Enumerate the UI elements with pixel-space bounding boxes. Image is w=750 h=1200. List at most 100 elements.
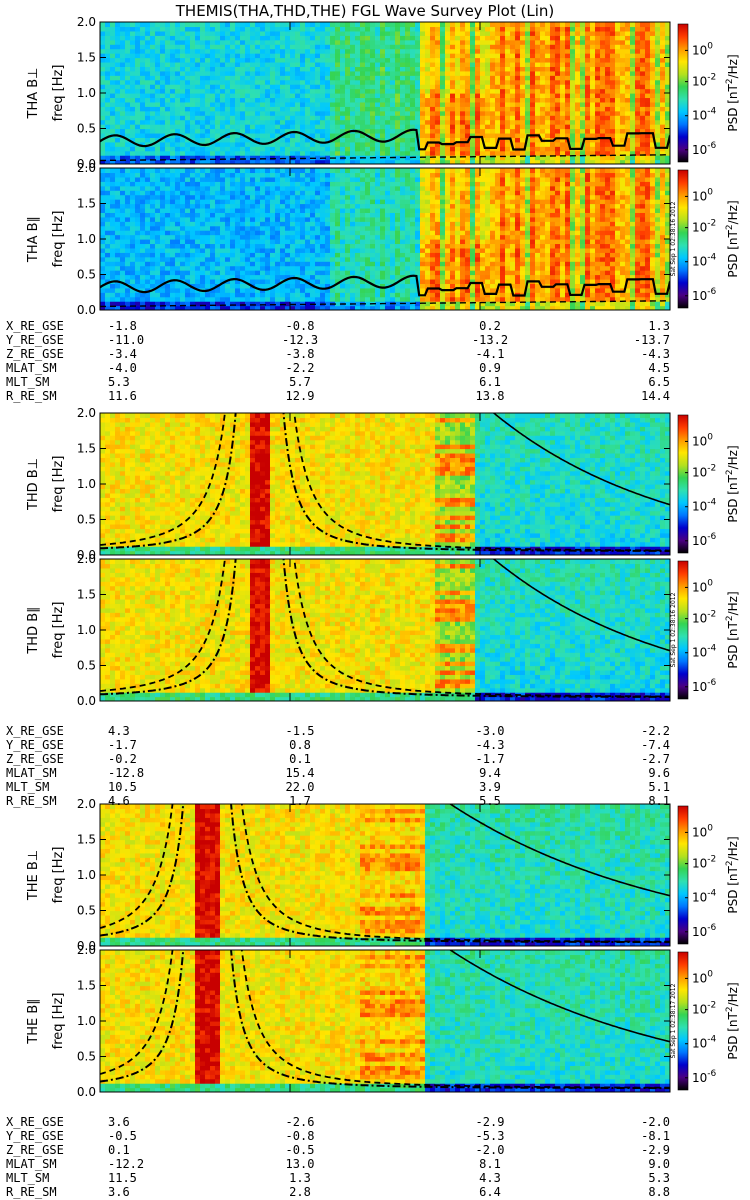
y-tick-label: 1.0 bbox=[77, 86, 96, 100]
heatmap-cell bbox=[425, 39, 431, 45]
heatmap-cell bbox=[125, 141, 131, 147]
heatmap-cell bbox=[340, 30, 346, 36]
heatmap-cell bbox=[260, 155, 266, 161]
heatmap-cell bbox=[270, 292, 276, 298]
heatmap-cell bbox=[350, 88, 356, 94]
heatmap-cell bbox=[540, 48, 546, 54]
heatmap-cell bbox=[500, 35, 506, 41]
heatmap-cell bbox=[125, 194, 131, 200]
heatmap-cell bbox=[120, 88, 126, 94]
heatmap-cell bbox=[440, 159, 446, 164]
heatmap-cell bbox=[100, 216, 106, 222]
heatmap-cell bbox=[160, 30, 166, 36]
heatmap-cell bbox=[240, 207, 246, 213]
heatmap-cell bbox=[615, 115, 621, 121]
heatmap-cell bbox=[145, 234, 151, 240]
heatmap-cell bbox=[215, 221, 221, 227]
heatmap-cell bbox=[210, 141, 216, 147]
panel-label: THA B⊥ bbox=[26, 68, 41, 120]
heatmap-cell bbox=[210, 274, 216, 280]
heatmap-cell bbox=[490, 93, 496, 99]
heatmap-cell bbox=[170, 199, 176, 205]
heatmap-cell bbox=[605, 155, 611, 161]
heatmap-cell bbox=[245, 296, 251, 302]
heatmap-cell bbox=[405, 115, 411, 121]
heatmap-cell bbox=[140, 230, 146, 236]
heatmap-cell bbox=[255, 256, 261, 262]
heatmap-cell bbox=[180, 88, 186, 94]
heatmap-cell bbox=[590, 97, 596, 103]
heatmap-cell bbox=[140, 207, 146, 213]
heatmap-cell bbox=[305, 26, 311, 32]
heatmap-cell bbox=[200, 30, 206, 36]
heatmap-cell bbox=[245, 172, 251, 178]
heatmap-cell bbox=[535, 141, 541, 147]
heatmap-cell bbox=[175, 79, 181, 85]
heatmap-cell bbox=[445, 119, 451, 125]
heatmap-cell bbox=[145, 79, 151, 85]
heatmap-cell bbox=[550, 39, 556, 45]
heatmap-cell bbox=[260, 283, 266, 289]
heatmap-cell bbox=[285, 26, 291, 32]
heatmap-cell bbox=[170, 70, 176, 76]
heatmap-cell bbox=[280, 48, 286, 54]
heatmap-cell bbox=[385, 115, 391, 121]
heatmap-cell bbox=[125, 234, 131, 240]
heatmap-cell bbox=[435, 93, 441, 99]
heatmap-cell bbox=[635, 101, 641, 107]
heatmap-cell bbox=[300, 155, 306, 161]
heatmap-cell bbox=[210, 30, 216, 36]
heatmap-cell bbox=[145, 292, 151, 298]
heatmap-cell bbox=[240, 305, 246, 310]
heatmap-cell bbox=[245, 168, 251, 174]
heatmap-cell bbox=[340, 84, 346, 90]
heatmap-cell bbox=[285, 234, 291, 240]
heatmap-cell bbox=[420, 124, 426, 130]
heatmap-cell bbox=[295, 203, 301, 209]
heatmap-cell bbox=[365, 88, 371, 94]
heatmap-cell bbox=[235, 247, 241, 253]
heatmap-cell bbox=[490, 101, 496, 107]
heatmap-cell bbox=[165, 172, 171, 178]
heatmap-cell bbox=[585, 128, 591, 134]
heatmap-cell bbox=[335, 84, 341, 90]
heatmap-cell bbox=[615, 61, 621, 67]
heatmap-cell bbox=[230, 216, 236, 222]
heatmap-cell bbox=[110, 305, 116, 310]
heatmap-cell bbox=[310, 48, 316, 54]
heatmap-cell bbox=[170, 75, 176, 81]
heatmap-cell bbox=[155, 44, 161, 50]
heatmap-cell bbox=[135, 48, 141, 54]
heatmap-cell bbox=[150, 57, 156, 63]
heatmap-cell bbox=[310, 70, 316, 76]
heatmap-cell bbox=[135, 106, 141, 112]
heatmap-cell bbox=[105, 243, 111, 249]
heatmap-cell bbox=[250, 97, 256, 103]
heatmap-cell bbox=[215, 181, 221, 187]
heatmap-cell bbox=[480, 88, 486, 94]
heatmap-cell bbox=[280, 292, 286, 298]
heatmap-cell bbox=[565, 93, 571, 99]
heatmap-cell bbox=[180, 283, 186, 289]
heatmap-cell bbox=[650, 159, 656, 164]
heatmap-cell bbox=[260, 270, 266, 276]
heatmap-cell bbox=[180, 70, 186, 76]
heatmap-cell bbox=[120, 301, 126, 307]
heatmap-cell bbox=[105, 26, 111, 32]
heatmap-cell bbox=[360, 141, 366, 147]
heatmap-cell bbox=[200, 150, 206, 156]
heatmap-cell bbox=[105, 256, 111, 262]
heatmap-cell bbox=[160, 278, 166, 284]
heatmap-cell bbox=[365, 128, 371, 134]
heatmap-cell bbox=[560, 84, 566, 90]
heatmap-cell bbox=[205, 252, 211, 258]
heatmap-cell bbox=[385, 30, 391, 36]
heatmap-cell bbox=[185, 48, 191, 54]
heatmap-cell bbox=[585, 75, 591, 81]
heatmap-cell bbox=[205, 221, 211, 227]
heatmap-cell bbox=[280, 53, 286, 59]
heatmap-cell bbox=[555, 146, 561, 152]
heatmap-cell bbox=[275, 199, 281, 205]
heatmap-cell bbox=[190, 212, 196, 218]
heatmap-cell bbox=[190, 185, 196, 191]
